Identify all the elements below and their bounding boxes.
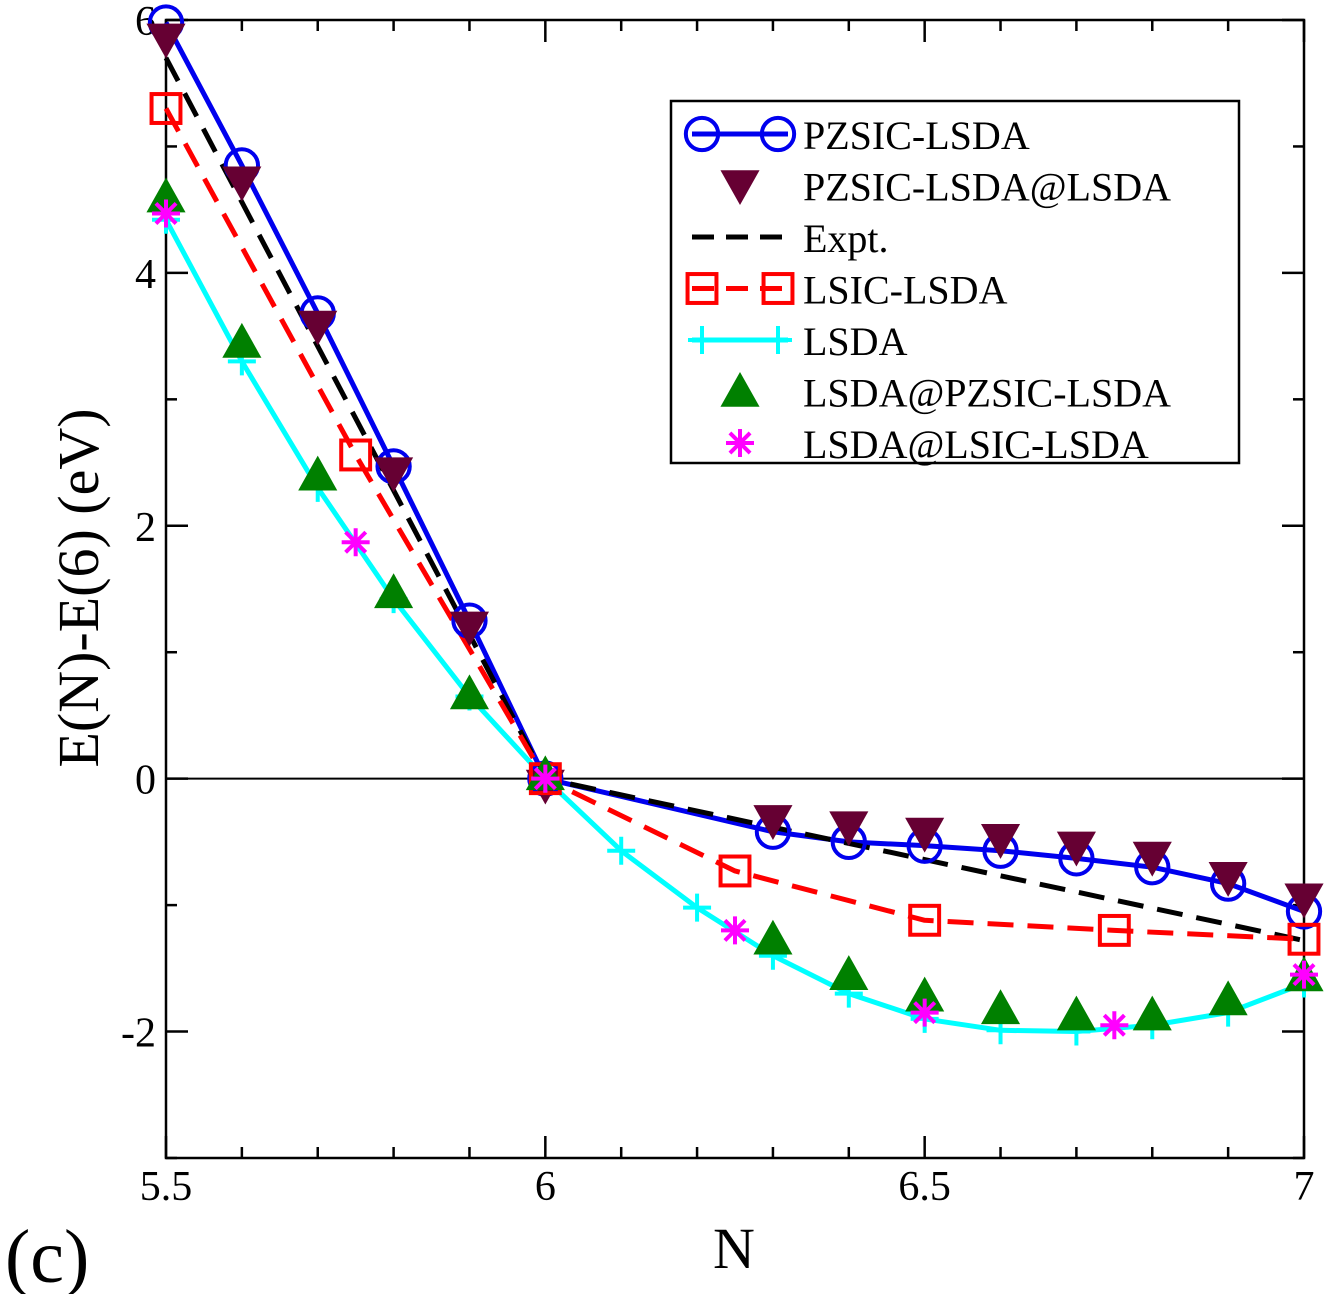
legend-entry: LSDA	[688, 319, 908, 364]
data-point	[339, 438, 373, 472]
y-tick-label: -2	[121, 1011, 156, 1057]
legend-label: LSDA	[803, 319, 908, 364]
data-point	[980, 989, 1021, 1025]
panel-label: (c)	[5, 1215, 89, 1294]
y-tick-label: 0	[135, 758, 156, 804]
legend-marker	[764, 326, 792, 354]
data-point	[1132, 995, 1172, 1031]
data-point	[374, 573, 414, 609]
y-tick-label: 2	[135, 505, 156, 551]
legend-label: LSDA@PZSIC-LSDA	[803, 371, 1171, 416]
data-point	[905, 817, 945, 853]
series-lsic-lsda	[163, 107, 1305, 942]
data-point	[1290, 960, 1318, 989]
data-point	[1100, 1011, 1129, 1040]
legend-marker	[685, 272, 719, 305]
data-point	[149, 92, 183, 125]
data-point	[753, 805, 793, 840]
data-point	[1097, 913, 1131, 947]
data-point	[1056, 831, 1096, 867]
legend-entry: LSDA@LSIC-LSDA	[726, 422, 1149, 467]
legend-entry: LSIC-LSDA	[685, 268, 1008, 313]
x-axis-label: N	[713, 1216, 755, 1281]
data-point	[721, 916, 749, 945]
data-point	[449, 611, 490, 647]
data-point	[1208, 861, 1248, 897]
data-point	[718, 854, 752, 888]
data-point	[1284, 883, 1324, 919]
data-point	[980, 824, 1021, 859]
legend-label: LSIC-LSDA	[803, 268, 1008, 313]
data-point	[298, 310, 338, 346]
data-point	[222, 166, 262, 202]
legend-marker	[759, 115, 797, 153]
data-point	[753, 919, 793, 955]
x-tick-label: 7	[1294, 1164, 1315, 1210]
plot-frame-layer: -2 0 2 4 6 5.5 6 6.5 7	[121, 0, 1315, 1210]
markers-lsic-lsda	[149, 92, 1321, 956]
markers-lsda-lsic-lsda	[152, 199, 1318, 1040]
data-point	[146, 23, 186, 59]
data-point	[152, 199, 180, 228]
data-point	[1208, 980, 1248, 1016]
legend-marker	[726, 429, 754, 457]
legend-entry: PZSIC-LSDA	[683, 113, 1030, 158]
legend-label: PZSIC-LSDA@LSDA	[803, 165, 1171, 210]
legend-marker	[761, 272, 795, 305]
legend-entry: Expt.	[692, 216, 889, 261]
data-point	[910, 998, 939, 1027]
data-point	[829, 811, 869, 847]
data-point	[222, 322, 262, 358]
x-tick-label: 5.5	[140, 1164, 193, 1210]
y-tick-label: 4	[135, 252, 156, 298]
data-point	[531, 764, 560, 793]
x-tick-label: 6	[535, 1164, 556, 1210]
legend-marker	[720, 170, 760, 206]
y-tick-label: 6	[135, 0, 156, 45]
data-point	[374, 457, 414, 493]
legend-box	[669, 99, 1241, 465]
series-line	[163, 107, 1305, 942]
data-point	[341, 528, 370, 557]
data-point	[1287, 922, 1321, 956]
legend-marker	[720, 371, 760, 407]
series-layer	[146, 4, 1324, 1046]
data-point	[607, 836, 636, 865]
data-point	[908, 903, 942, 937]
data-point	[683, 893, 712, 922]
legend-layer: PZSIC-LSDA PZSIC-LSDA@LSDA Expt. LSIC-LSDA L…	[669, 99, 1241, 467]
legend-label: Expt.	[803, 216, 889, 261]
data-point	[1056, 995, 1096, 1031]
y-axis-label: E(N)-E(6) (eV)	[46, 408, 111, 767]
legend-entry: LSDA@PZSIC-LSDA	[720, 371, 1171, 416]
legend-entry: PZSIC-LSDA@LSDA	[720, 165, 1171, 210]
data-point	[449, 674, 490, 710]
legend-label: PZSIC-LSDA	[803, 113, 1030, 158]
data-point	[298, 455, 338, 491]
legend-marker	[683, 115, 721, 153]
x-tick-label: 6.5	[898, 1164, 951, 1210]
legend-label: LSDA@LSIC-LSDA	[803, 422, 1149, 467]
plot-border	[164, 18, 1306, 1160]
data-point	[1132, 841, 1172, 877]
legend-marker	[688, 326, 716, 354]
data-point	[829, 955, 869, 990]
